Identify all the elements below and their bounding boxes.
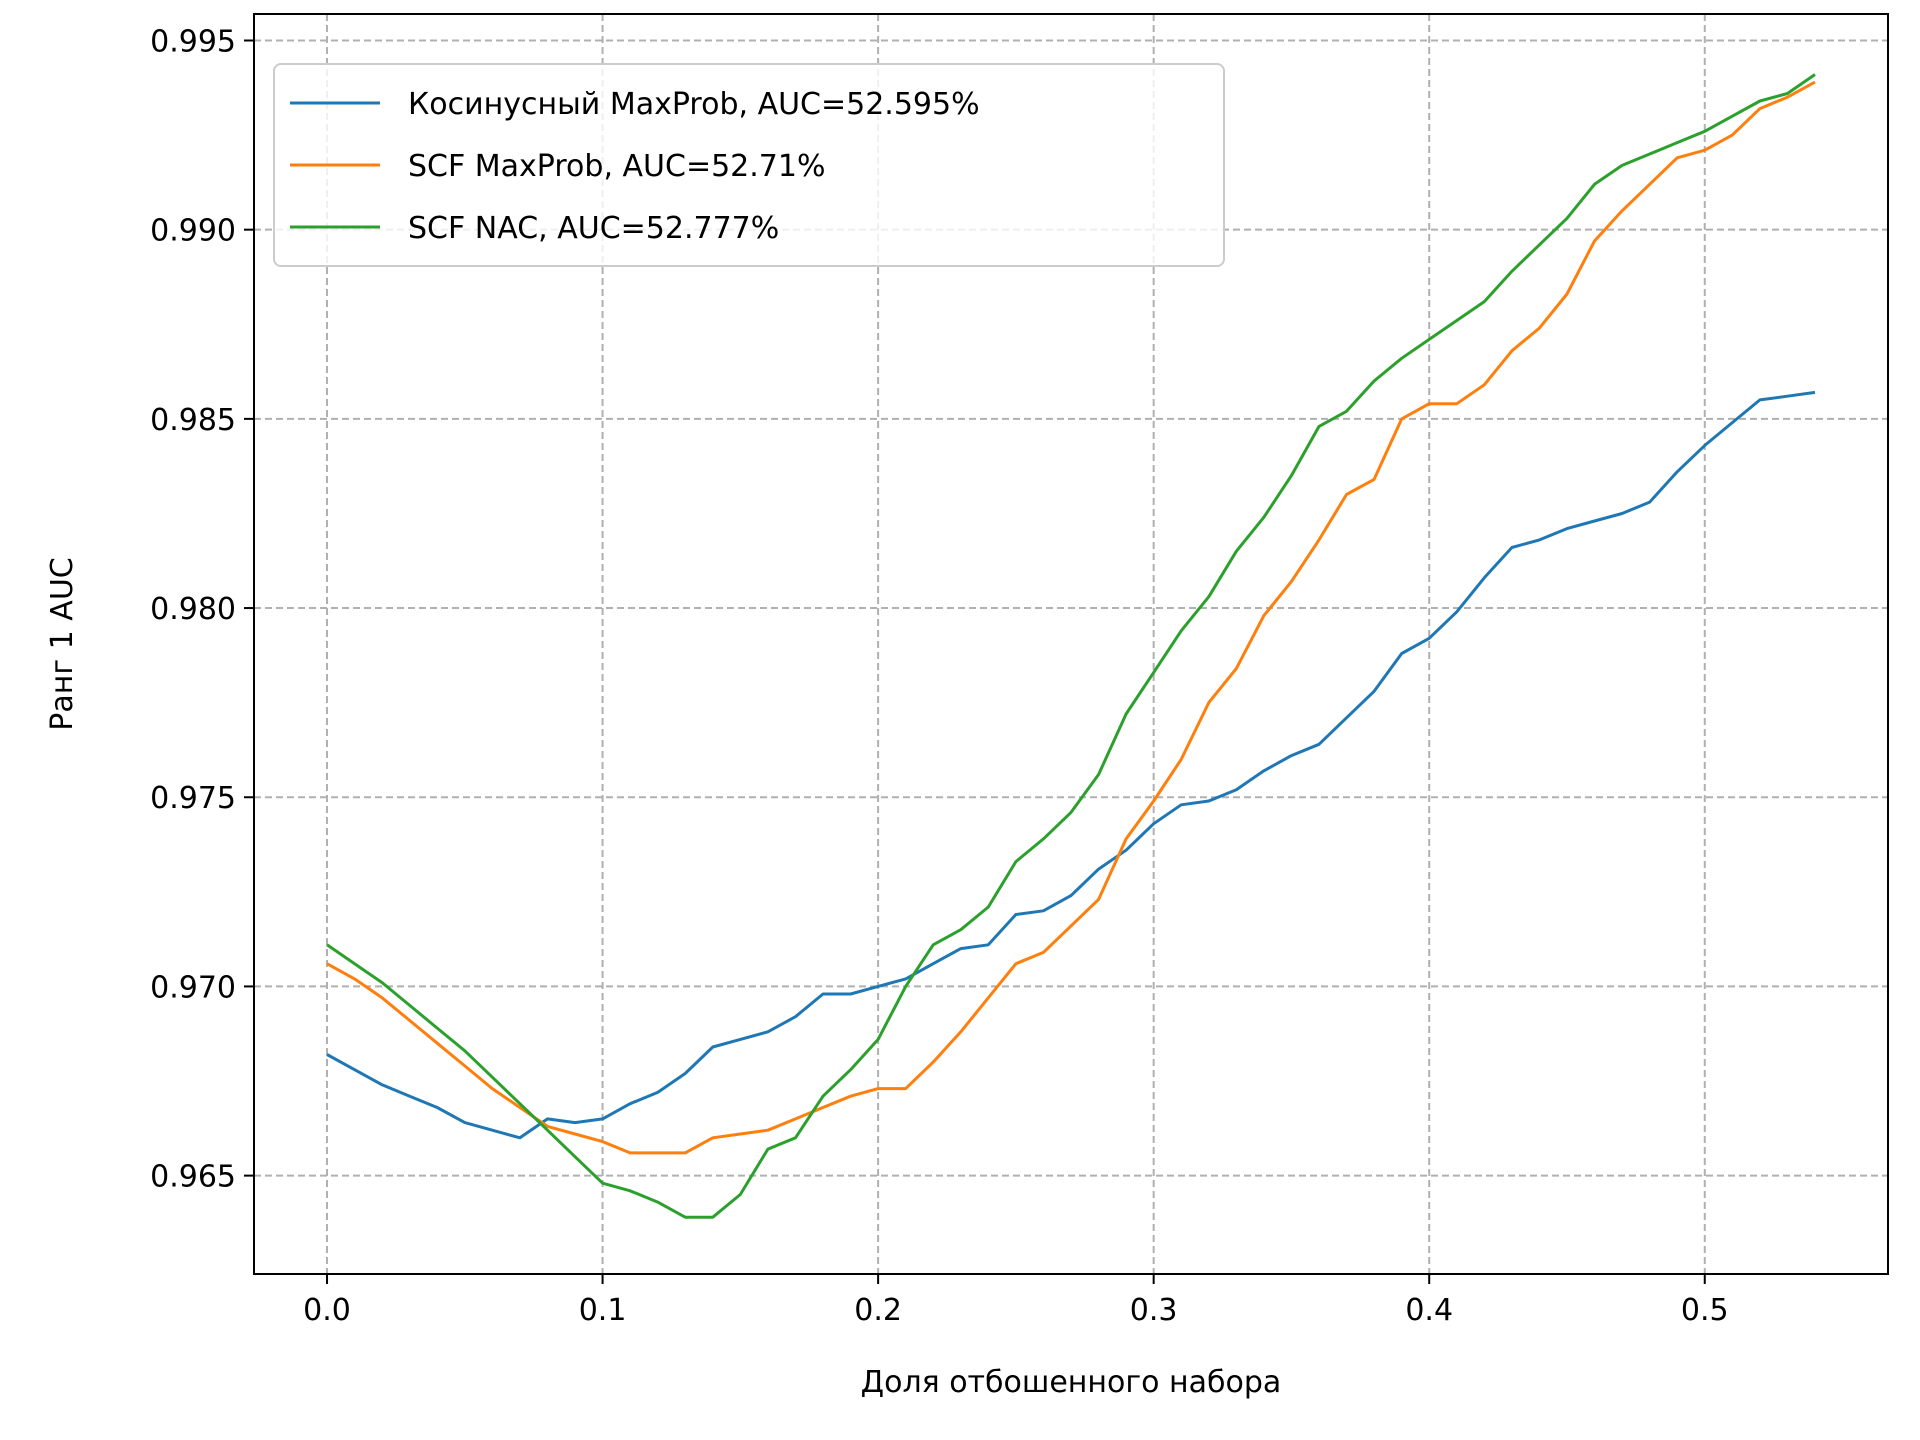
y-tick-label: 0.970: [150, 970, 236, 1005]
legend-label-1: Косинусный MaxProb, AUC=52.595%: [408, 87, 980, 122]
x-axis: 0.0 0.1 0.2 0.3 0.4 0.5: [303, 1274, 1729, 1328]
y-tick-label: 0.965: [150, 1160, 236, 1195]
x-tick-label: 0.1: [579, 1293, 627, 1328]
x-tick-label: 0.3: [1130, 1293, 1178, 1328]
x-tick-label: 0.2: [854, 1293, 902, 1328]
y-tick-label: 0.995: [150, 24, 236, 59]
y-axis: 0.965 0.970 0.975 0.980 0.985 0.990 0.995: [150, 24, 254, 1195]
y-tick-label: 0.975: [150, 781, 236, 816]
legend-label-2: SCF MaxProb, AUC=52.71%: [408, 149, 825, 184]
y-axis-title: Ранг 1 AUC: [45, 557, 80, 730]
y-tick-label: 0.985: [150, 403, 236, 438]
plot-frame: [253, 13, 1889, 1275]
series-line-3: [326, 73, 1816, 1219]
series-layer: [326, 73, 1816, 1219]
legend: Косинусный MaxProb, AUC=52.595% SCF MaxPr…: [273, 63, 1225, 267]
y-tick-label: 0.990: [150, 214, 236, 249]
x-axis-title: Доля отбошенного набора: [861, 1365, 1282, 1400]
x-tick-label: 0.4: [1405, 1293, 1453, 1328]
y-tick-label: 0.980: [150, 592, 236, 627]
series-line-1: [326, 390, 1816, 1140]
x-tick-label: 0.5: [1681, 1293, 1729, 1328]
legend-box: [273, 63, 1225, 267]
x-tick-label: 0.0: [303, 1293, 351, 1328]
legend-label-3: SCF NAC, AUC=52.777%: [408, 211, 779, 246]
series-line-2: [326, 80, 1816, 1155]
